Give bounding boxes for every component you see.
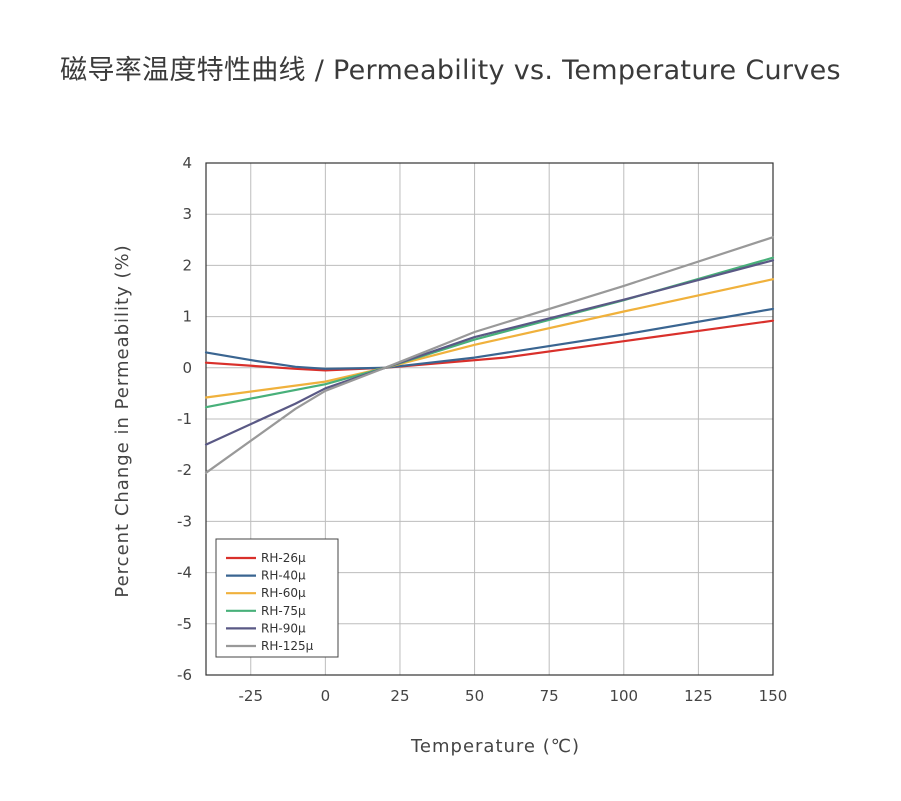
x-axis-label: Temperature (℃) bbox=[410, 736, 580, 757]
y-axis: 4 3 2 1 0 -1 -2 -3 -4 -5 -6 bbox=[177, 154, 192, 684]
x-tick-label: 125 bbox=[684, 687, 713, 705]
legend: RH-26μ RH-40μ RH-60μ RH-75μ RH-90μ RH-125μ bbox=[215, 538, 339, 658]
y-tick-label: 1 bbox=[182, 308, 192, 326]
series-group bbox=[204, 236, 775, 474]
series-line-RH-125μ bbox=[204, 236, 775, 474]
y-tick-label: -5 bbox=[177, 615, 192, 633]
y-tick-label: -6 bbox=[177, 666, 192, 684]
x-tick-label: 150 bbox=[759, 687, 788, 705]
y-tick-label: -3 bbox=[177, 512, 192, 530]
legend-label: RH-60μ bbox=[261, 586, 306, 600]
x-tick-label: -25 bbox=[239, 687, 264, 705]
x-tick-label: 50 bbox=[465, 687, 484, 705]
x-tick-label: 25 bbox=[390, 687, 409, 705]
x-tick-label: 100 bbox=[609, 687, 638, 705]
y-tick-label: 0 bbox=[182, 359, 192, 377]
series-line-RH-40μ bbox=[204, 307, 775, 370]
y-tick-label: -4 bbox=[177, 564, 192, 582]
y-tick-label: -2 bbox=[177, 461, 192, 479]
y-tick-label: 3 bbox=[182, 205, 192, 223]
legend-label: RH-75μ bbox=[261, 604, 306, 618]
x-tick-label: 0 bbox=[321, 687, 331, 705]
legend-label: RH-125μ bbox=[261, 639, 314, 653]
y-tick-label: 2 bbox=[182, 256, 192, 274]
y-tick-label: 4 bbox=[182, 154, 192, 172]
plot-frame bbox=[205, 162, 774, 676]
chart-title: 磁导率温度特性曲线 / Permeability vs. Temperature… bbox=[60, 55, 841, 86]
legend-label: RH-26μ bbox=[261, 551, 306, 565]
x-axis: -25 0 25 50 75 100 125 150 bbox=[239, 687, 788, 705]
series-line-RH-60μ bbox=[204, 278, 775, 399]
series-line-RH-90μ bbox=[204, 259, 775, 446]
legend-label: RH-40μ bbox=[261, 569, 306, 583]
y-tick-label: -1 bbox=[177, 410, 192, 428]
x-tick-label: 75 bbox=[540, 687, 559, 705]
y-axis-label: Percent Change in Permeability (%) bbox=[112, 244, 133, 597]
legend-label: RH-90μ bbox=[261, 621, 306, 635]
